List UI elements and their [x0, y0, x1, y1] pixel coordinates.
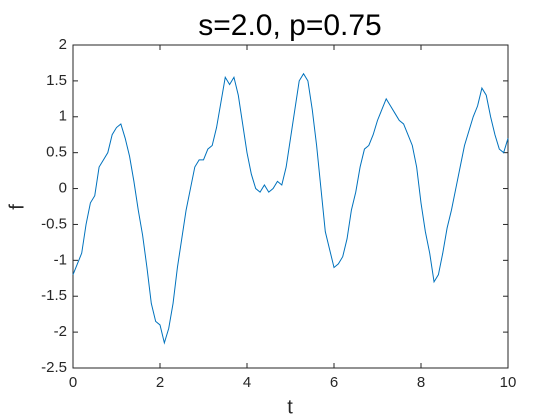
y-axis-label: f [6, 204, 28, 210]
y-tick-label: -2.5 [41, 359, 67, 376]
line-series [72, 72, 509, 345]
x-tick-label: 6 [330, 374, 338, 391]
y-tick-label: 0.5 [46, 144, 67, 161]
x-tick-label: 10 [500, 374, 517, 391]
y-tick-label: 1 [59, 108, 67, 125]
x-axis-label: t [287, 396, 293, 418]
y-tick-label: -0.5 [41, 215, 67, 232]
x-tick-label: 4 [243, 374, 251, 391]
y-tick-label: -1 [54, 251, 67, 268]
y-tick-label: -2 [54, 323, 67, 340]
y-tick-label: 1.5 [46, 72, 67, 89]
y-tick-label: 2 [59, 36, 67, 53]
x-tick-label: 0 [69, 374, 77, 391]
x-tick-label: 8 [417, 374, 425, 391]
chart-title: s=2.0, p=0.75 [198, 9, 382, 42]
y-tick-label: -1.5 [41, 287, 67, 304]
y-tick-label: 0 [59, 180, 67, 197]
plot-box [72, 44, 509, 369]
x-tick-label: 2 [156, 374, 164, 391]
